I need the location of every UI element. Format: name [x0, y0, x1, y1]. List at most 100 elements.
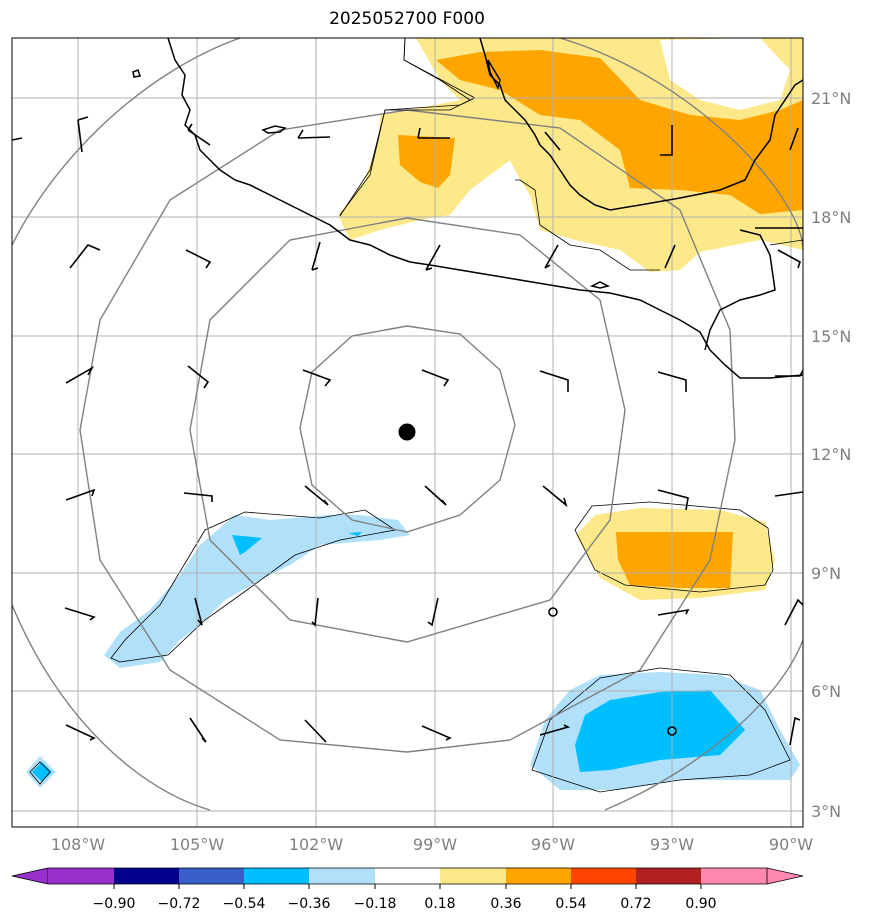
range-ring-4	[12, 38, 803, 811]
colorbar-tick: −0.72	[158, 896, 201, 912]
orange-field-east	[616, 532, 733, 588]
map-plot-area	[12, 38, 803, 827]
lon-label: 105°W	[170, 835, 225, 854]
wind-barb	[789, 127, 799, 151]
wind-barb	[64, 607, 96, 621]
lat-label: 3°N	[811, 802, 841, 821]
wind-barb	[187, 365, 210, 389]
lat-label: 18°N	[811, 208, 851, 227]
wind-barb	[657, 371, 687, 392]
wind-barb	[539, 724, 571, 736]
calm-wind-circle	[667, 726, 677, 736]
colorbar-tick: −0.90	[93, 896, 136, 912]
wind-barb	[304, 719, 327, 743]
wind-barb	[544, 131, 561, 151]
colorbar-segment	[309, 868, 375, 884]
colorbar-segment	[48, 868, 114, 884]
colorbar-segment	[440, 868, 506, 884]
lon-label: 102°W	[289, 835, 344, 854]
colorbar-tick: −0.36	[288, 896, 331, 912]
lon-label: 108°W	[51, 835, 106, 854]
map-frame	[11, 37, 804, 828]
colorbar-tick: 0.36	[490, 896, 521, 912]
wind-barb	[304, 485, 329, 506]
wind-barb	[774, 491, 803, 497]
calm-wind-circle	[548, 607, 558, 617]
wind-barb	[417, 127, 450, 139]
blue-dark-west-small	[232, 535, 262, 555]
lon-label: 93°W	[650, 835, 694, 854]
lat-label: 6°N	[811, 682, 841, 701]
colorbar-segment	[571, 868, 636, 884]
colorbar-tick: −0.54	[223, 896, 266, 912]
wind-barb	[65, 724, 96, 741]
contour-southeast	[531, 667, 791, 793]
island-small	[132, 69, 141, 78]
colorbar-segment	[636, 868, 701, 884]
coastline-gulf	[479, 38, 803, 211]
wind-barb	[777, 249, 801, 269]
wind-barb	[187, 123, 211, 146]
storm-center-marker	[398, 423, 416, 441]
wind-barb	[194, 597, 203, 626]
lon-label: 99°W	[413, 835, 457, 854]
colorbar: −0.90 −0.72 −0.54 −0.36 −0.18 0.18 0.36 …	[11, 867, 804, 912]
wind-barb	[664, 244, 676, 269]
colorbar-segment	[375, 868, 440, 884]
wind-barb	[657, 608, 690, 616]
wind-barb	[660, 125, 673, 156]
orange-blob-small	[398, 135, 455, 188]
colorbar-segment	[506, 868, 571, 884]
lat-label: 12°N	[811, 445, 851, 464]
coastline-guatemala	[704, 229, 776, 351]
longitude-labels: 108°W 105°W 102°W 99°W 96°W 93°W 90°W	[51, 835, 813, 854]
wind-barb	[427, 597, 439, 627]
wind-barbs	[64, 116, 803, 746]
coast-edge-west	[12, 137, 23, 141]
range-ring-3	[79, 109, 736, 753]
wind-barb	[311, 241, 321, 271]
island-lake	[487, 59, 501, 91]
negative-anomaly-fields	[26, 515, 800, 790]
range-ring-1	[299, 325, 516, 533]
blue-field-west	[104, 515, 410, 668]
colorbar-tick: 0.18	[424, 896, 455, 912]
wind-barb	[189, 717, 207, 743]
grid-lines	[12, 38, 803, 827]
orange-field-north	[436, 50, 803, 214]
state-borders	[339, 38, 803, 271]
colorbar-tick: −0.18	[354, 896, 397, 912]
contour-east	[574, 501, 774, 593]
wind-barb	[421, 725, 452, 741]
yellow-field-north	[338, 38, 803, 272]
contour-west	[110, 509, 397, 663]
colorbar-tick: 0.90	[685, 896, 716, 912]
range-rings	[12, 38, 803, 811]
wind-barb	[542, 485, 568, 508]
field-contours	[29, 38, 791, 793]
wind-barb	[544, 244, 559, 269]
wind-barb	[302, 369, 332, 387]
colorbar-tick: 0.54	[555, 896, 586, 912]
wind-barb	[69, 244, 101, 269]
colorbar-extend-high	[766, 867, 804, 885]
wind-barb	[185, 249, 212, 269]
lon-label: 90°W	[769, 835, 813, 854]
latitude-labels: 21°N 18°N 15°N 12°N 9°N 6°N 3°N	[811, 89, 851, 821]
blue-dark-southeast	[575, 690, 745, 772]
contour-southwest	[29, 761, 51, 785]
island-west	[261, 125, 287, 134]
map-title: 2025052700 F000	[329, 9, 485, 29]
colorbar-extend-low	[11, 867, 49, 885]
positive-anomaly-fields	[338, 38, 803, 600]
wind-barb	[183, 492, 213, 502]
wind-barb	[65, 488, 96, 501]
wind-barb	[424, 485, 447, 506]
blue-dark-southwest	[32, 762, 52, 782]
wind-barb	[775, 369, 803, 377]
wind-barb	[77, 116, 89, 153]
colorbar-segment	[244, 868, 309, 884]
colorbar-segment	[179, 868, 244, 884]
range-ring-2	[189, 217, 626, 643]
